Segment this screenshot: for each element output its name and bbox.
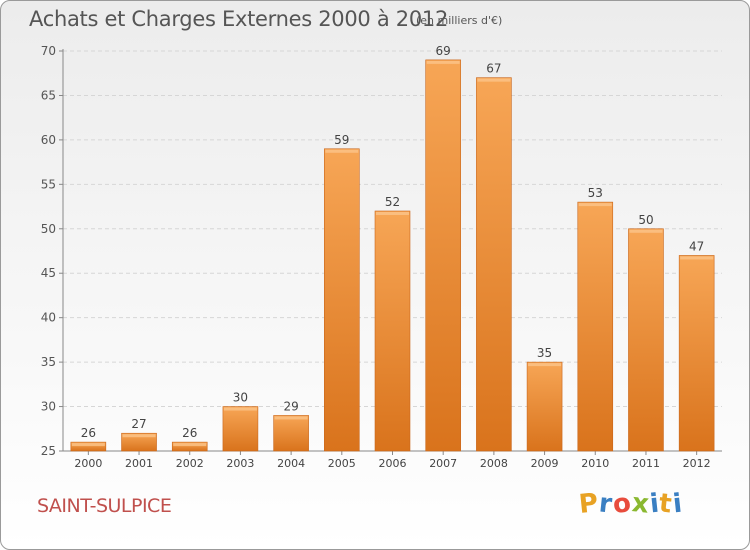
y-tick-label: 30 bbox=[41, 400, 56, 414]
x-tick-label: 2009 bbox=[531, 457, 559, 470]
bar-2001 bbox=[121, 432, 157, 452]
x-tick-label: 2002 bbox=[176, 457, 204, 470]
bar-highlight bbox=[223, 407, 257, 411]
bar-2010 bbox=[577, 201, 614, 452]
bar-highlight bbox=[376, 212, 409, 215]
data-label: 35 bbox=[537, 346, 552, 360]
bar-highlight bbox=[578, 203, 612, 207]
bar-2012 bbox=[678, 255, 715, 452]
y-tick-label: 60 bbox=[41, 133, 56, 147]
x-tick-label: 2003 bbox=[226, 457, 254, 470]
bar-highlight bbox=[528, 363, 562, 367]
x-tick-label: 2006 bbox=[379, 457, 407, 470]
bar-highlight bbox=[426, 60, 460, 64]
x-tick-label: 2010 bbox=[581, 457, 609, 470]
x-tick-label: 2000 bbox=[74, 457, 102, 470]
bar-2003 bbox=[222, 406, 259, 452]
logo-letter: i bbox=[671, 488, 685, 520]
chart-subtitle: (en milliers d'€) bbox=[416, 14, 503, 27]
bar-2006 bbox=[374, 210, 411, 452]
data-label: 59 bbox=[334, 133, 349, 147]
data-label: 67 bbox=[486, 62, 501, 76]
data-label: 69 bbox=[436, 44, 451, 58]
bar-highlight bbox=[274, 416, 308, 420]
y-tick-label: 50 bbox=[41, 222, 56, 236]
y-tick-label: 45 bbox=[41, 266, 56, 280]
y-tick-label: 25 bbox=[41, 444, 56, 458]
bar-2002 bbox=[171, 441, 208, 452]
data-label: 29 bbox=[283, 399, 298, 413]
bar-2000 bbox=[70, 441, 107, 452]
y-tick-label: 55 bbox=[41, 177, 56, 191]
bar-2004 bbox=[273, 415, 309, 452]
commune-name: SAINT-SULPICE bbox=[37, 495, 172, 517]
bar-highlight bbox=[71, 443, 105, 447]
bar-highlight bbox=[122, 434, 156, 438]
bar-highlight bbox=[680, 256, 714, 260]
bar-2008 bbox=[476, 77, 512, 452]
data-label: 26 bbox=[182, 426, 197, 440]
data-label: 53 bbox=[588, 186, 603, 200]
y-tick-label: 70 bbox=[41, 44, 56, 58]
bar-highlight bbox=[325, 149, 359, 153]
bar-2005 bbox=[324, 148, 360, 452]
x-tick-label: 2001 bbox=[125, 457, 153, 470]
data-label: 30 bbox=[233, 391, 248, 405]
data-labels: 26 2000 27 2001 26 2002 30 2003 29 2004 59 2005 52 20… bbox=[74, 44, 710, 470]
data-label: 26 bbox=[81, 426, 96, 440]
data-label: 52 bbox=[385, 195, 400, 209]
x-tick-label: 2007 bbox=[429, 457, 457, 470]
data-label: 27 bbox=[131, 417, 146, 431]
data-label: 47 bbox=[689, 239, 704, 253]
bar-highlight bbox=[629, 229, 663, 233]
bars bbox=[70, 59, 715, 452]
bar-highlight bbox=[173, 443, 207, 447]
bar-highlight bbox=[477, 78, 511, 82]
x-tick-label: 2011 bbox=[632, 457, 660, 470]
bar-2009 bbox=[526, 361, 563, 452]
proxiti-logo: Proxiti bbox=[577, 488, 685, 520]
y-tick-label: 65 bbox=[41, 88, 56, 102]
x-tick-label: 2012 bbox=[683, 457, 711, 470]
bar-2011 bbox=[628, 228, 664, 452]
y-tick-label: 40 bbox=[41, 311, 56, 325]
data-label: 50 bbox=[638, 213, 653, 227]
y-tick-label: 35 bbox=[41, 355, 56, 369]
chart-title: Achats et Charges Externes 2000 à 2012 bbox=[29, 7, 449, 31]
x-tick-label: 2004 bbox=[277, 457, 305, 470]
x-tick-label: 2008 bbox=[480, 457, 508, 470]
x-tick-label: 2005 bbox=[328, 457, 356, 470]
bar-2007 bbox=[425, 59, 461, 452]
